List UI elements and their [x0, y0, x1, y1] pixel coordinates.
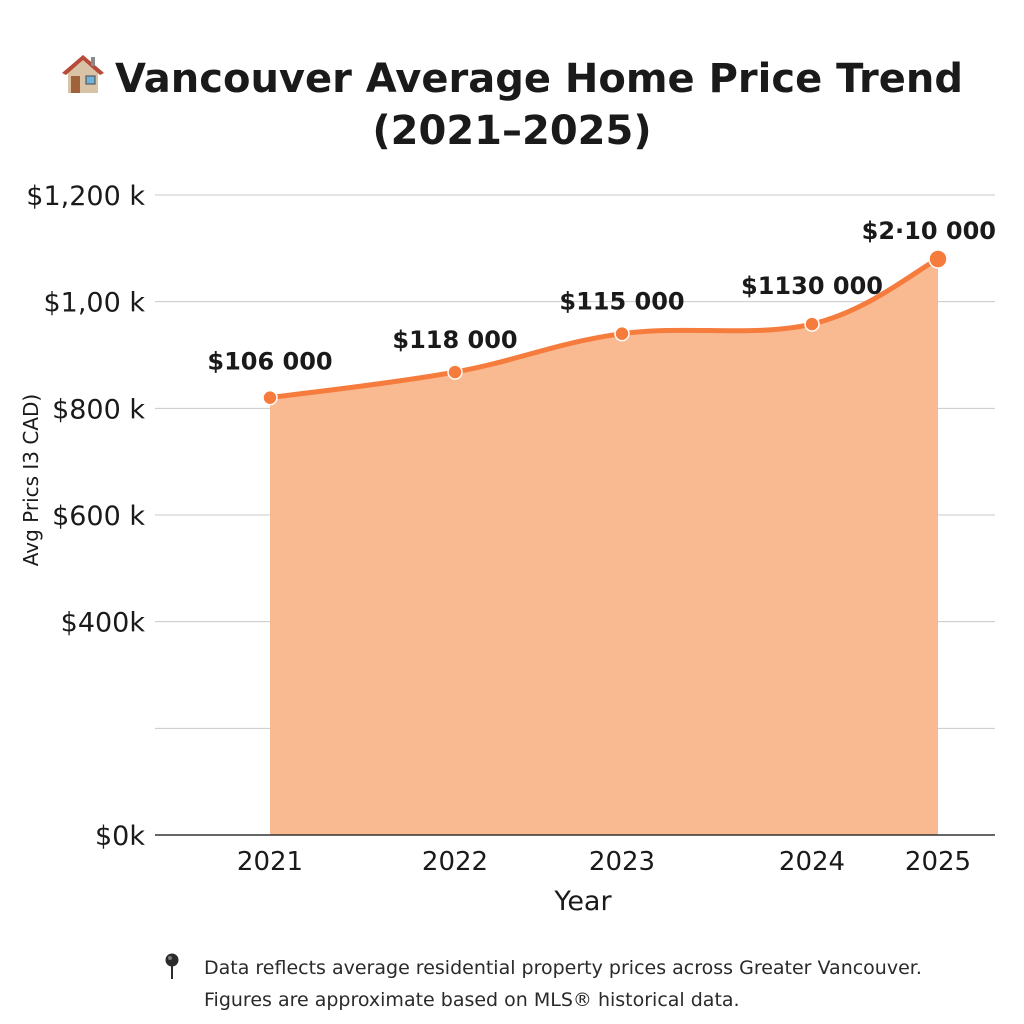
title-line-2: (2021–2025) [372, 108, 652, 154]
x-tick-label: 2022 [422, 847, 488, 877]
data-point [447, 364, 463, 380]
footnote-line-2: Figures are approximate based on MLS® hi… [204, 989, 740, 1011]
y-tick-label: $600 k [52, 501, 145, 532]
data-label: $2·10 000 [862, 217, 996, 245]
data-point [614, 325, 630, 342]
data-label: $118 000 [392, 326, 517, 354]
x-tick-label: 2023 [589, 847, 655, 877]
area-fill [270, 259, 938, 835]
data-label: $1130 000 [741, 272, 883, 300]
y-tick-label: $1,00 k [43, 288, 145, 319]
y-tick-label: $1,200 k [26, 181, 145, 212]
house-icon [62, 55, 105, 93]
chart-title: Vancouver Average Home Price Trend (2021… [40, 52, 984, 157]
y-tick-label: $0k [95, 821, 145, 852]
pushpin-icon [165, 953, 179, 979]
x-axis-label: Year [553, 886, 612, 917]
area-fill-shape [270, 259, 938, 835]
x-axis-ticks: 2021 2022 2023 2024 2025 [237, 847, 971, 877]
y-tick-label: $800 k [52, 394, 145, 425]
footnote-line-1: Data reflects average residential proper… [204, 957, 922, 979]
data-label: $115 000 [559, 288, 684, 316]
title-text-line-1: Vancouver Average Home Price Trend [115, 56, 963, 102]
y-axis-label: Avg Prics I3 CAD) [19, 394, 43, 567]
y-tick-label: $400k [61, 608, 146, 639]
y-axis-ticks: $0k $400k $600 k $800 k $1,00 k $1,200 k [26, 181, 145, 852]
title-line-1: Vancouver Average Home Price Trend [40, 52, 984, 105]
data-point [804, 316, 820, 332]
x-tick-label: 2021 [237, 847, 303, 877]
data-point [928, 249, 948, 269]
data-label: $106 000 [207, 348, 332, 376]
footnote: Data reflects average residential proper… [165, 952, 996, 1016]
x-tick-label: 2025 [905, 847, 971, 877]
data-point [262, 389, 278, 406]
x-tick-label: 2024 [779, 847, 845, 877]
data-labels: $106 000 $118 000 $115 000 $1130 000 $2·10 0… [207, 217, 996, 376]
data-points [262, 249, 948, 406]
